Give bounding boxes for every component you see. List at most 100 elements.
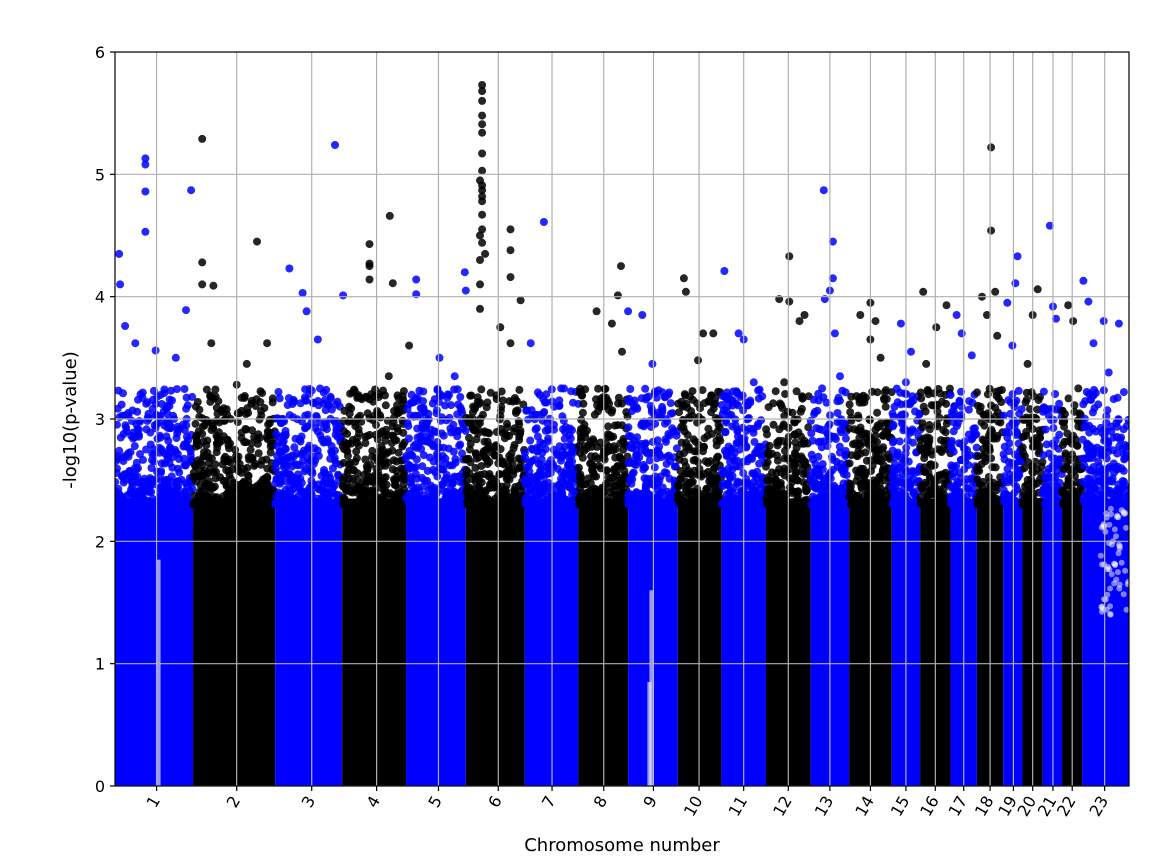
snp-point [405,464,414,473]
snp-point [296,437,305,446]
snp-point [1039,387,1048,396]
snp-point [687,407,696,416]
snp-point [793,476,802,485]
snp-point [215,438,224,447]
snp-point [1036,433,1044,442]
peak-point [1052,314,1060,323]
snp-point [916,436,925,445]
snp-point [1019,448,1027,457]
snp-point [1047,453,1056,462]
snp-point [451,458,460,467]
peak-point [922,359,931,368]
snp-point [694,440,703,449]
snp-point [744,455,753,463]
snp-point [854,468,863,477]
snp-point [500,460,509,469]
snp-point [916,388,925,397]
snp-point [340,427,349,436]
snp-point [155,443,164,452]
snp-point [984,473,993,481]
snp-point [819,488,828,497]
peak-point [1045,221,1054,230]
snp-point [781,446,789,455]
snp-point [276,491,285,500]
snp-point [875,491,884,500]
snp-point [723,451,732,460]
snp-point [1056,455,1064,464]
snp-point [604,422,613,431]
snp-point [818,384,827,393]
peak-point [198,134,207,143]
peak-point [187,186,196,195]
snp-point [560,434,569,443]
snp-point [831,435,840,444]
snp-point [991,463,1000,472]
snp-point [176,498,185,506]
snp-point [658,488,667,497]
snp-point [807,429,816,438]
snp-point [540,485,549,494]
snp-point [165,419,174,428]
snp-point [665,388,674,397]
snp-point [873,438,881,446]
snp-point [1017,405,1026,414]
snp-point [363,466,372,475]
peak-point [476,280,484,289]
snp-point [198,414,207,423]
snp-point [418,462,427,471]
snp-point [445,391,453,400]
snp-point [788,408,797,417]
snp-point [1060,498,1069,506]
snp-point [923,386,932,394]
snp-point [1000,472,1009,481]
snp-point [172,434,181,442]
snp-point [378,445,387,454]
peak-point [412,275,421,284]
peak-point [780,378,789,387]
peak-point [1013,252,1022,261]
snp-point [698,386,707,395]
peak-point [478,225,487,234]
snp-point [1039,451,1048,460]
peak-point [1008,341,1017,350]
snp-point [923,500,932,509]
snp-point [462,471,471,479]
snp-point [212,448,221,457]
snp-point [454,400,463,409]
snp-point [848,489,857,498]
snp-point [209,500,218,509]
snp-point [272,430,281,439]
peak-point [478,128,487,137]
snp-point [189,500,198,509]
snp-point [858,479,867,488]
snp-point [411,463,420,472]
snp-point [165,395,174,404]
snp-point [409,398,418,407]
snp-point [182,421,191,430]
snp-point [893,465,902,474]
peak-point [785,297,794,306]
snp-point [672,444,681,453]
snp-point [250,461,259,470]
snp-point [768,449,776,458]
dense-points [342,498,407,786]
snp-point [188,392,197,401]
snp-point [563,452,572,461]
peak-point [800,311,809,319]
snp-point [773,456,782,465]
snp-point [867,456,876,465]
snp-point [792,443,801,452]
snp-point [491,475,500,484]
snp-point [167,477,176,486]
snp-point [334,470,343,479]
peak-point [932,323,941,332]
snp-point [115,478,120,487]
snp-point [754,420,763,429]
snp-point [511,483,520,491]
snp-point [304,410,312,419]
snp-point [712,441,721,450]
snp-point [847,500,856,509]
snp-point [362,499,371,508]
snp-point [418,473,426,482]
snp-point [405,447,414,455]
